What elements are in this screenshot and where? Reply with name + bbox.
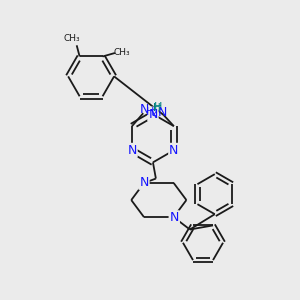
Text: H: H bbox=[153, 103, 161, 113]
Text: H: H bbox=[154, 102, 162, 112]
Text: N: N bbox=[169, 144, 178, 157]
Text: N: N bbox=[140, 103, 149, 116]
Text: CH₃: CH₃ bbox=[113, 49, 130, 58]
Text: N: N bbox=[139, 176, 149, 189]
Text: N: N bbox=[169, 211, 179, 224]
Text: N: N bbox=[127, 144, 137, 157]
Text: N: N bbox=[158, 106, 167, 119]
Text: H: H bbox=[146, 107, 154, 117]
Text: N: N bbox=[148, 108, 158, 121]
Text: CH₃: CH₃ bbox=[63, 34, 80, 43]
Text: 2: 2 bbox=[152, 109, 157, 118]
